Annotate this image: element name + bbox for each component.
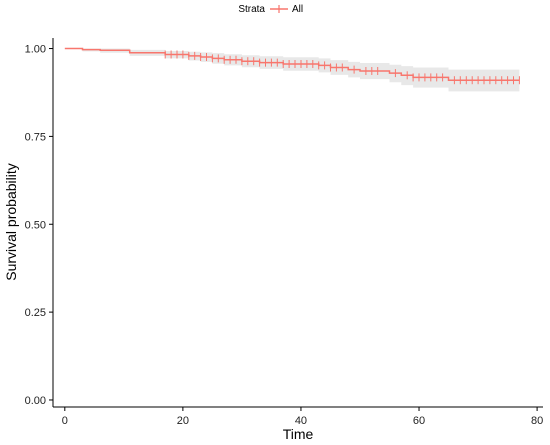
legend: Strata All <box>238 4 303 15</box>
censor-mark-layer <box>164 50 520 85</box>
y-tick-label: 0.00 <box>25 395 46 407</box>
y-tick-label: 0.25 <box>25 307 46 319</box>
x-axis-ticks: 0 20 40 60 80 <box>62 407 543 427</box>
x-axis-title: Time <box>283 426 314 442</box>
x-tick-label: 80 <box>531 415 543 427</box>
confidence-band-layer <box>64 48 520 92</box>
x-tick-label: 20 <box>177 415 189 427</box>
y-axis-title: Survival probability <box>3 163 19 281</box>
legend-title: Strata <box>238 4 265 15</box>
y-tick-label: 0.50 <box>25 219 46 231</box>
x-tick-label: 0 <box>62 415 68 427</box>
y-tick-label: 0.75 <box>25 131 46 143</box>
x-tick-label: 40 <box>295 415 307 427</box>
plot-area <box>64 47 520 92</box>
legend-entry-all: All <box>292 4 303 15</box>
confidence-band <box>64 48 520 92</box>
x-tick-label: 60 <box>413 415 425 427</box>
y-tick-label: 1.00 <box>25 44 46 56</box>
y-axis-ticks: 0.00 0.25 0.50 0.75 1.00 <box>25 44 53 407</box>
